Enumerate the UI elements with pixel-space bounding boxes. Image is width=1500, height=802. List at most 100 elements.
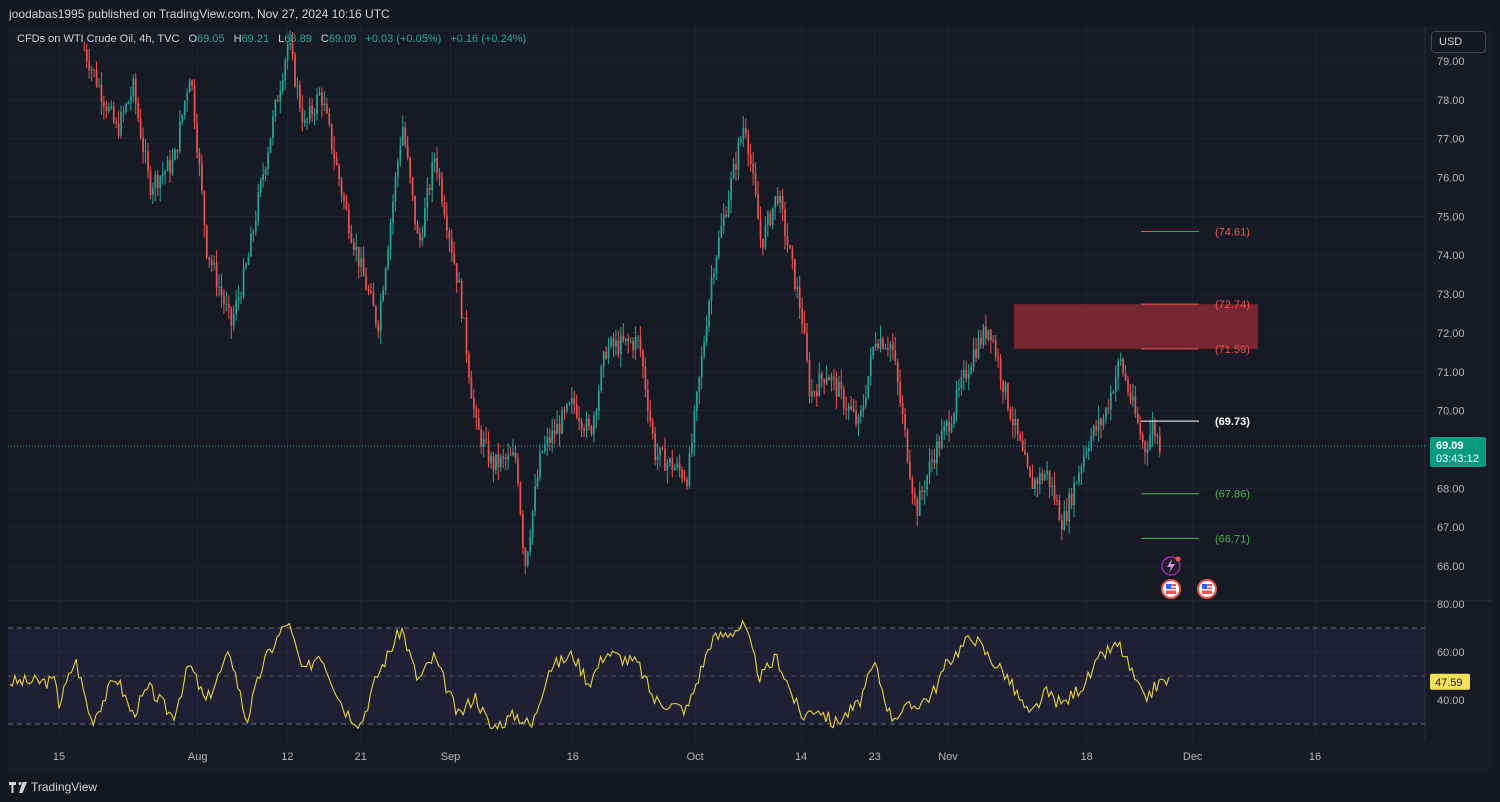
candle-body bbox=[806, 333, 808, 361]
candle-body bbox=[223, 295, 225, 305]
candle-body bbox=[399, 145, 402, 161]
candles bbox=[83, 30, 1161, 575]
flag-stripe bbox=[1166, 589, 1176, 591]
candle-body bbox=[215, 262, 218, 288]
candle-body bbox=[617, 340, 620, 355]
candle-body bbox=[480, 429, 483, 447]
time-tick-label: 15 bbox=[53, 751, 65, 763]
level-label: (71.59) bbox=[1215, 344, 1250, 356]
candle-body bbox=[600, 366, 603, 391]
candle-body bbox=[277, 100, 279, 102]
candle-body bbox=[703, 342, 706, 357]
candle-body bbox=[470, 377, 473, 399]
candle-body bbox=[507, 454, 510, 460]
candle-body bbox=[352, 242, 355, 250]
candle-body bbox=[551, 430, 554, 443]
candle-body bbox=[725, 214, 728, 217]
candle-body bbox=[88, 60, 91, 71]
candle-body bbox=[428, 188, 431, 191]
candle-body bbox=[1026, 455, 1029, 467]
legend-change-2: +0.16 (+0.24%) bbox=[450, 33, 527, 45]
candle-body bbox=[820, 373, 823, 380]
candle-body bbox=[869, 355, 872, 377]
rsi-tick-label: 60.00 bbox=[1437, 647, 1465, 659]
candle-body bbox=[879, 338, 882, 349]
candle-body bbox=[571, 398, 573, 404]
candle-body bbox=[764, 224, 767, 248]
candle-body bbox=[1070, 493, 1073, 506]
candle-body bbox=[583, 428, 585, 431]
candle-body bbox=[950, 424, 953, 432]
price-tick-label: 70.00 bbox=[1437, 406, 1465, 418]
candle-body bbox=[272, 116, 274, 138]
candle-body bbox=[85, 49, 88, 61]
candle-body bbox=[232, 313, 235, 326]
candle-body bbox=[313, 113, 316, 115]
time-tick-label: Oct bbox=[687, 751, 704, 763]
candle-body bbox=[152, 188, 154, 195]
candle-body bbox=[1061, 520, 1063, 530]
candle-body bbox=[183, 100, 186, 115]
candle-body bbox=[676, 463, 679, 468]
candle-body bbox=[963, 370, 965, 378]
candle-body bbox=[130, 96, 132, 102]
candle-body bbox=[375, 306, 377, 324]
candle-body bbox=[622, 335, 625, 341]
candle-body bbox=[1090, 436, 1093, 449]
currency-button[interactable]: USD bbox=[1431, 31, 1486, 53]
candle-body bbox=[333, 149, 336, 160]
candle-body bbox=[433, 158, 436, 162]
candle-body bbox=[220, 286, 223, 296]
candle-body bbox=[642, 351, 644, 367]
candle-body bbox=[612, 338, 615, 347]
price-tick-label: 75.00 bbox=[1437, 211, 1465, 223]
candle-body bbox=[147, 151, 149, 171]
candle-body bbox=[345, 201, 348, 210]
candle-body bbox=[749, 154, 752, 164]
resistance-zone bbox=[1014, 304, 1258, 349]
candle-body bbox=[620, 335, 622, 355]
candle-body bbox=[972, 349, 975, 367]
legend-high-label: H bbox=[233, 33, 242, 45]
candle-body bbox=[710, 277, 713, 302]
candle-body bbox=[254, 220, 257, 232]
candle-body bbox=[811, 391, 813, 397]
time-tick-label: 18 bbox=[1081, 751, 1093, 763]
rsi-band bbox=[8, 628, 1425, 724]
candle-body bbox=[1100, 418, 1102, 426]
flag-stripe bbox=[1202, 589, 1212, 591]
candle-body bbox=[318, 92, 321, 95]
candle-body bbox=[156, 174, 159, 188]
candle-body bbox=[1097, 418, 1100, 431]
candle-body bbox=[857, 416, 860, 424]
time-tick-label: 23 bbox=[868, 751, 880, 763]
candle-body bbox=[889, 343, 892, 350]
candle-body bbox=[1002, 380, 1004, 392]
candle-body bbox=[997, 356, 1000, 359]
candle-body bbox=[174, 149, 176, 161]
candle-body bbox=[330, 124, 333, 150]
candle-body bbox=[326, 103, 328, 114]
candle-body bbox=[909, 461, 911, 479]
candle-body bbox=[362, 258, 365, 276]
candle-body bbox=[1014, 418, 1017, 426]
candle-body bbox=[536, 477, 539, 488]
candle-body bbox=[1095, 426, 1098, 431]
candle-body bbox=[379, 301, 382, 332]
candle-body bbox=[98, 84, 100, 86]
candle-body bbox=[1007, 383, 1009, 410]
candle-body bbox=[502, 456, 505, 458]
candle-body bbox=[512, 452, 514, 456]
candle-body bbox=[904, 414, 906, 430]
chart-area[interactable] bbox=[8, 26, 1492, 772]
candle-body bbox=[149, 170, 152, 195]
candle-body bbox=[132, 78, 135, 97]
candle-body bbox=[299, 85, 301, 108]
candle-body bbox=[693, 411, 696, 443]
candle-body bbox=[387, 249, 389, 269]
candle-body bbox=[166, 159, 169, 172]
candle-body bbox=[597, 390, 600, 412]
candle-body bbox=[776, 196, 779, 204]
candle-body bbox=[269, 137, 272, 153]
